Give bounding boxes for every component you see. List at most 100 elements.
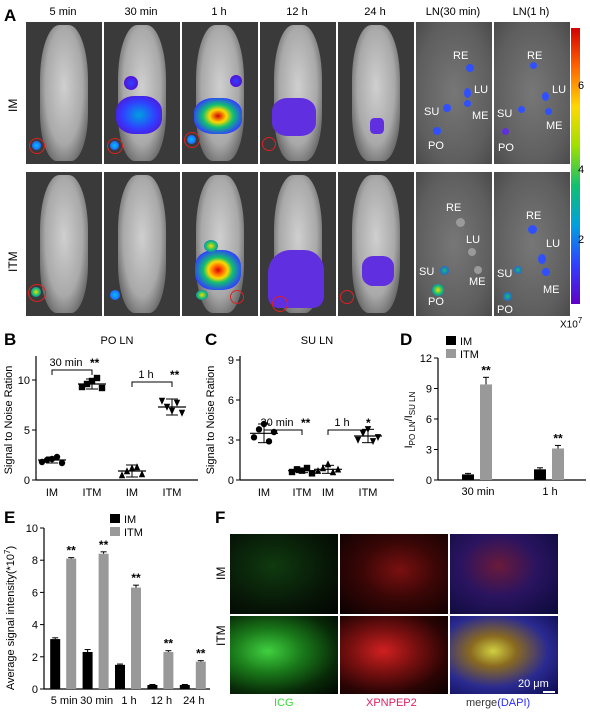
bar bbox=[179, 684, 190, 689]
significance-stars: ** bbox=[164, 637, 174, 651]
bar bbox=[131, 587, 141, 689]
signal-spot bbox=[110, 141, 119, 150]
data-point bbox=[178, 409, 186, 417]
time-label-ln-30min: LN(30 min) bbox=[425, 6, 481, 18]
x-tick-label: 24 h bbox=[183, 695, 204, 707]
f-col-label-icg: ICG bbox=[274, 697, 294, 709]
y-tick-label: 9 bbox=[426, 384, 432, 396]
y-axis-label: Signal to Noise Ration bbox=[3, 366, 15, 475]
ln-label-re-itm-1h: RE bbox=[526, 210, 542, 222]
y-tick-label: 0 bbox=[32, 684, 38, 696]
significance-stars: ** bbox=[481, 363, 491, 377]
annotation-label: 30 min bbox=[49, 357, 82, 369]
ln-label-su-itm: SU bbox=[419, 266, 435, 278]
ln-spot bbox=[545, 108, 552, 115]
data-point bbox=[308, 470, 316, 477]
signal-spot bbox=[230, 75, 242, 87]
y-tick-label: 4 bbox=[32, 620, 38, 632]
x-tick-label: IM bbox=[126, 487, 138, 499]
ln-spot bbox=[542, 268, 550, 276]
ln-spot bbox=[440, 266, 449, 275]
po-ln-circle bbox=[184, 132, 200, 148]
signal-region bbox=[195, 250, 241, 290]
colorbar-tick: 6 bbox=[578, 80, 585, 92]
y-tick-label: 9 bbox=[228, 355, 234, 367]
signal-spot bbox=[187, 135, 196, 144]
ln-label-lu-itm-1h: LU bbox=[546, 238, 561, 250]
ln-spot bbox=[464, 88, 471, 98]
panel-letter-e: E bbox=[4, 508, 16, 527]
data-point bbox=[58, 459, 66, 467]
data-point bbox=[158, 397, 166, 405]
ln-label-lu-itm: LU bbox=[466, 234, 481, 246]
annotation-label: 30 min bbox=[260, 417, 293, 429]
ln-label-me-itm-1h: ME bbox=[543, 284, 560, 296]
data-point bbox=[369, 438, 377, 446]
y-tick-label: 0 bbox=[426, 475, 432, 487]
significance-bracket bbox=[263, 429, 303, 435]
micrograph-im-merge bbox=[450, 534, 558, 614]
time-label-1h: 1 h bbox=[211, 6, 227, 18]
legend-swatch bbox=[446, 349, 456, 358]
y-tick-label: 8 bbox=[32, 555, 38, 567]
y-tick-label: 12 bbox=[420, 353, 432, 365]
po-ln-circle bbox=[107, 138, 123, 154]
signal-spot bbox=[31, 287, 41, 297]
ln-spot bbox=[456, 218, 465, 227]
bar bbox=[98, 553, 109, 689]
significance-bracket bbox=[327, 429, 369, 435]
bar bbox=[552, 448, 564, 480]
f-row-label-im: IM bbox=[214, 566, 228, 580]
x-tick-label: 1 h bbox=[542, 486, 557, 498]
micrograph-im-xpnpep2 bbox=[340, 534, 448, 614]
colorbar-exponent: X107 bbox=[560, 316, 582, 330]
significance-stars: ** bbox=[553, 431, 563, 445]
signal-spot bbox=[32, 141, 41, 150]
ln-spot bbox=[432, 284, 444, 296]
significance-stars: ** bbox=[301, 416, 311, 430]
row-label-itm: ITM bbox=[6, 251, 20, 272]
y-axis-label: IPO LN/ISU LN bbox=[403, 391, 417, 448]
chart-title: PO LN bbox=[100, 335, 133, 347]
legend-label: IM bbox=[124, 514, 136, 526]
data-point bbox=[173, 399, 181, 407]
ln-label-po-itm-1h: PO bbox=[497, 304, 513, 316]
time-label-5min: 5 min bbox=[49, 6, 77, 18]
mouse-image-im-24h bbox=[338, 22, 414, 164]
data-point bbox=[133, 463, 141, 471]
y-tick-label: 0 bbox=[228, 475, 234, 487]
x-tick-label: 30 min bbox=[80, 695, 113, 707]
ln-label-re: RE bbox=[453, 50, 469, 62]
ln-image-im-1h bbox=[494, 22, 570, 164]
bar bbox=[195, 661, 206, 689]
data-point bbox=[374, 434, 382, 442]
signal-region bbox=[272, 98, 316, 136]
significance-stars: ** bbox=[196, 647, 206, 661]
f-col-label-merge: merge(DAPI) bbox=[466, 697, 530, 709]
ln-image-itm-30min bbox=[416, 172, 492, 316]
ln-label-po-itm: PO bbox=[428, 296, 444, 308]
data-point bbox=[354, 436, 362, 444]
micrograph-itm-xpnpep2 bbox=[340, 616, 448, 694]
data-point bbox=[293, 466, 301, 473]
time-label-12h: 12 h bbox=[286, 6, 308, 18]
x-tick-label: 5 min bbox=[51, 695, 78, 707]
ln-label-su-1h: SU bbox=[497, 108, 513, 120]
colorbar bbox=[571, 28, 580, 304]
y-tick-label: 6 bbox=[228, 395, 234, 407]
annotation-label: 1 h bbox=[138, 369, 153, 381]
y-tick-label: 3 bbox=[426, 445, 432, 457]
colorbar-tick: 2 bbox=[578, 234, 585, 246]
ln-spot bbox=[433, 127, 441, 135]
po-ln-circle bbox=[29, 138, 45, 154]
colorbar-tick: 4 bbox=[578, 164, 585, 176]
bar bbox=[534, 469, 546, 480]
time-label-30min: 30 min bbox=[124, 6, 158, 18]
data-point bbox=[118, 471, 126, 479]
significance-bracket bbox=[131, 381, 173, 387]
legend-label: IM bbox=[460, 336, 472, 348]
ln-label-re-1h: RE bbox=[527, 50, 543, 62]
po-ln-circle bbox=[272, 296, 288, 312]
significance-bracket bbox=[51, 369, 93, 375]
